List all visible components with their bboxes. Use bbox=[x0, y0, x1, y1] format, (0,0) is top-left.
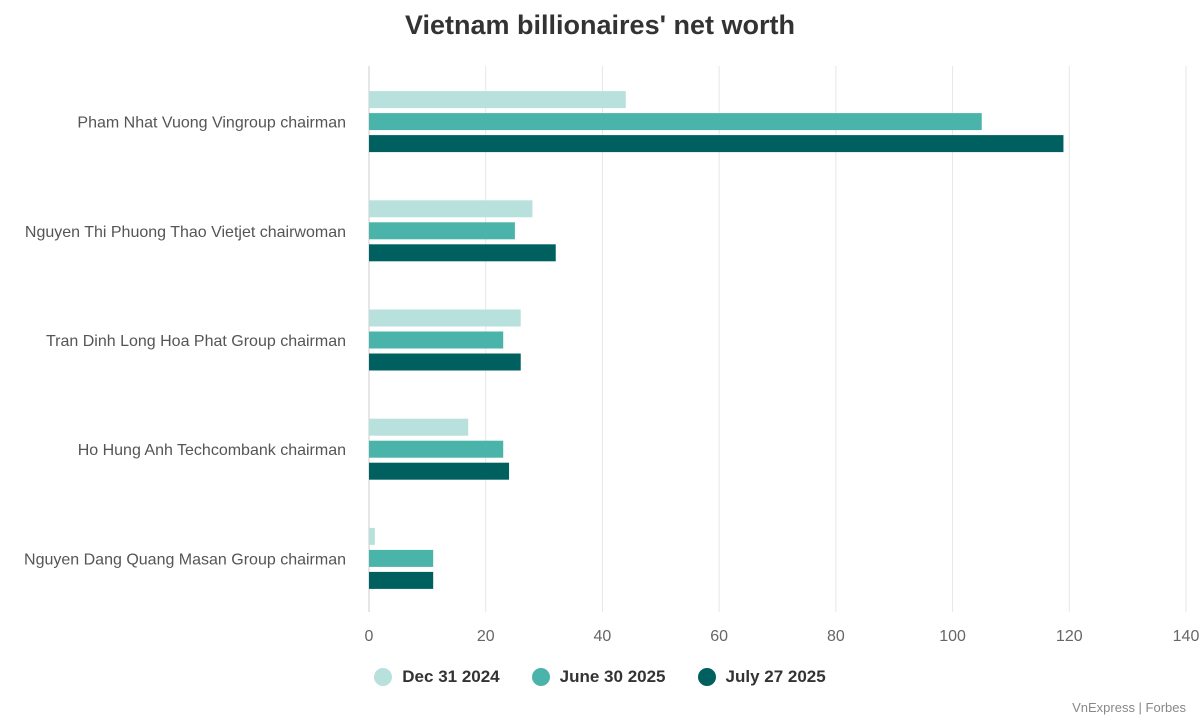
x-tick-label: 40 bbox=[594, 628, 612, 645]
legend-marker-icon bbox=[531, 668, 550, 686]
bar bbox=[369, 527, 375, 545]
legend-item-dec-2024[interactable]: Dec 31 2024 bbox=[374, 667, 500, 687]
bar bbox=[369, 113, 982, 131]
bar-chart: 0 20 40 60 80 100 120 140 Pham Nhat Vuong Vingro… bbox=[24, 66, 1200, 645]
bar bbox=[369, 135, 1064, 153]
category-label: Nguyen Thi Phuong Thao Vietjet chairwoma… bbox=[25, 224, 346, 241]
legend-marker-icon bbox=[697, 668, 716, 686]
x-tick-label: 140 bbox=[1173, 628, 1200, 645]
legend-item-june-2025[interactable]: June 30 2025 bbox=[531, 667, 666, 687]
bar bbox=[369, 549, 434, 567]
bar bbox=[369, 91, 626, 109]
legend-label: June 30 2025 bbox=[559, 667, 666, 686]
bar bbox=[369, 331, 504, 349]
legend-marker-icon bbox=[374, 668, 393, 686]
x-tick-label: 0 bbox=[365, 628, 374, 645]
x-tick-label: 100 bbox=[939, 628, 966, 645]
legend: Dec 31 2024 June 30 2025 July 27 2025 bbox=[0, 667, 1200, 687]
category-label: Ho Hung Anh Techcombank chairman bbox=[78, 442, 346, 459]
x-tick-label: 80 bbox=[827, 628, 845, 645]
category-label: Pham Nhat Vuong Vingroup chairman bbox=[77, 115, 346, 132]
bar bbox=[369, 353, 521, 371]
x-tick-label: 60 bbox=[710, 628, 728, 645]
bar bbox=[369, 222, 515, 240]
legend-item-july-2025[interactable]: July 27 2025 bbox=[697, 667, 826, 687]
legend-label: July 27 2025 bbox=[725, 667, 826, 686]
bar bbox=[369, 200, 533, 218]
x-tick-label: 20 bbox=[477, 628, 495, 645]
bar bbox=[369, 418, 469, 436]
chart-title: Vietnam billionaires' net worth bbox=[405, 10, 795, 40]
category-label: Nguyen Dang Quang Masan Group chairman bbox=[24, 551, 346, 568]
bar bbox=[369, 309, 521, 327]
bar bbox=[369, 244, 556, 262]
legend-label: Dec 31 2024 bbox=[402, 667, 500, 686]
source-credit: VnExpress | Forbes bbox=[1072, 700, 1186, 715]
category-label: Tran Dinh Long Hoa Phat Group chairman bbox=[46, 333, 346, 350]
bar bbox=[369, 462, 510, 480]
bar bbox=[369, 571, 434, 589]
bar bbox=[369, 440, 504, 458]
x-tick-label: 120 bbox=[1056, 628, 1083, 645]
